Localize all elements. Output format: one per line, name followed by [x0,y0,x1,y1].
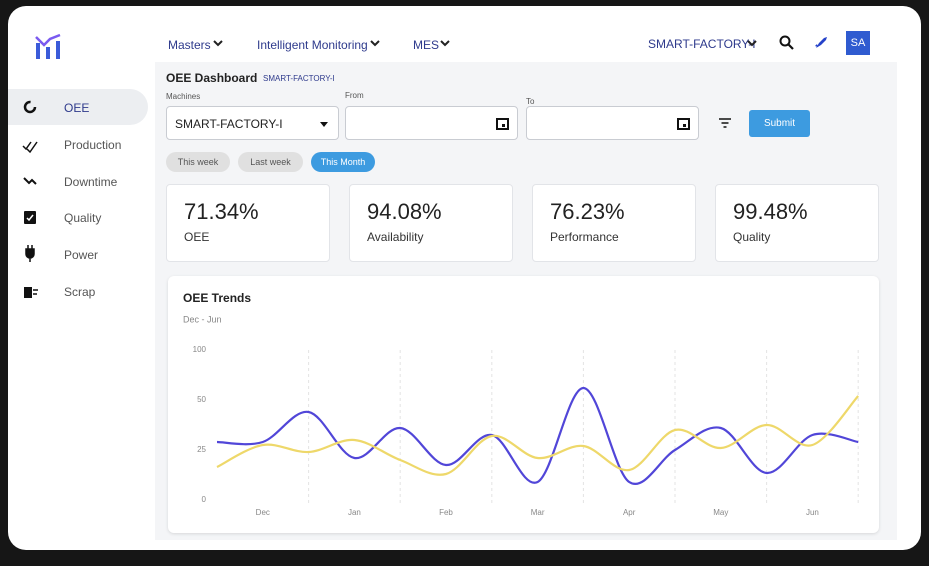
x-tick-label: Dec [256,508,270,517]
kpi-card: 71.34% OEE [166,184,330,262]
filter-icon[interactable] [718,117,732,129]
sidebar-item[interactable]: Production [64,138,122,152]
chart-title: OEE Trends [183,291,251,305]
menu-item[interactable]: MES [413,38,440,52]
sidebar-item[interactable]: Quality [64,211,102,225]
x-tick-label: Feb [439,508,453,517]
kpi-value: 71.34% [184,199,259,224]
field-label: To [526,97,535,106]
page-title: OEE Dashboard [166,71,258,85]
kpi-card: 76.23% Performance [532,184,696,262]
field-label: From [345,91,364,100]
kpi-label: Availability [367,230,424,244]
chip[interactable]: This week [166,152,230,172]
y-tick-label: 50 [197,395,206,404]
chart: OEE Trends Dec - Jun 0 25 50 100 Dec Jan Feb Ma… [183,291,860,517]
sidebar-item[interactable]: OEE [64,101,90,115]
menu-item[interactable]: Masters [168,38,211,52]
dropdown-arrow [320,122,328,127]
avatar[interactable]: SA [846,31,870,55]
chevron [213,40,223,47]
notification-icon[interactable] [813,35,829,51]
chart-subtitle: Dec - Jun [183,314,222,324]
menu-item[interactable]: Intelligent Monitoring [257,38,368,52]
page-plant: SMART-FACTORY-I [263,74,335,83]
chart-card: OEE Trends Dec - Jun 0 25 50 100 Dec Jan Feb Ma… [168,276,879,533]
chevron [440,40,450,47]
kpi-value: 99.48% [733,199,808,224]
submit-button[interactable]: Submit [749,110,810,137]
to-date[interactable] [526,106,699,140]
kpi-label: Quality [733,230,771,244]
x-tick-label: Jan [348,508,361,517]
sidebar-item[interactable]: Power [64,248,99,262]
sidebar-selected [8,89,148,125]
sidebar-item[interactable]: Downtime [64,175,118,189]
kpi-value: 94.08% [367,199,442,224]
x-tick-label: May [713,508,728,517]
plant-selector[interactable]: SMART-FACTORY-I [648,37,756,51]
chevron [370,40,380,47]
sidebar-icons [22,100,38,298]
calendar-icon [496,118,509,130]
kpi-card: 99.48% Quality [715,184,879,262]
chip[interactable]: Last week [238,152,303,172]
machine-select[interactable]: SMART-FACTORY-I [166,106,339,140]
y-tick-label: 25 [197,445,206,454]
x-tick-label: Jun [806,508,819,517]
kpi-value: 76.23% [550,199,625,224]
kpi-label: Performance [550,230,619,244]
calendar-icon [677,118,690,130]
line-series [216,395,860,476]
chip[interactable]: This Month [311,152,375,172]
kpi-card: 94.08% Availability [349,184,513,262]
x-tick-label: Apr [623,508,636,517]
y-tick-label: 100 [193,345,207,354]
chevron [747,40,757,47]
line-series [216,386,859,486]
x-tick-label: Mar [531,508,545,517]
from-date[interactable] [345,106,518,140]
field-label: Machines [166,92,201,101]
logo [35,33,61,59]
y-tick-label: 0 [202,495,207,504]
sidebar-item[interactable]: Scrap [64,285,96,299]
kpi-label: OEE [184,230,210,244]
search-icon[interactable] [779,35,795,51]
machine-value: SMART-FACTORY-I [175,117,283,131]
